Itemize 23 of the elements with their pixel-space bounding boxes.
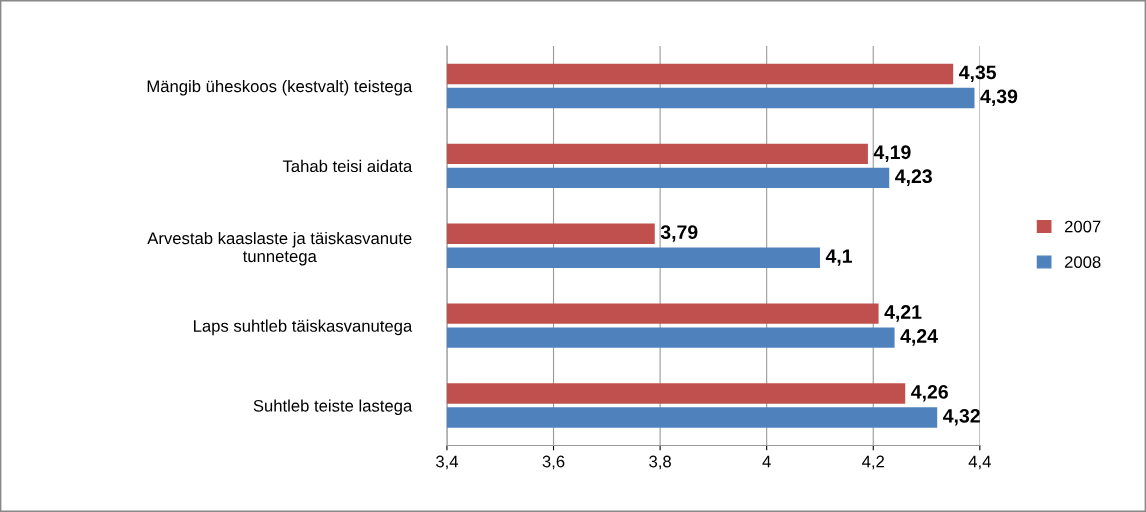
data-label: 4,26	[911, 384, 948, 402]
data-label: 4,32	[943, 408, 980, 426]
y-tick-label: Suhtleb teiste lastega	[253, 399, 413, 415]
legend-label: 2008	[1064, 256, 1101, 268]
data-label: 4,39	[980, 89, 1018, 107]
y-tick-label: Mängib üheskoos (kestvalt) teistega	[147, 79, 413, 96]
y-tick-label: Tahab teisi aidata	[282, 159, 413, 173]
x-tick-label: 4	[762, 455, 771, 468]
x-tick-label: 3,8	[649, 455, 671, 470]
x-tick-label: 3,4	[435, 455, 459, 470]
data-label: 4,1	[825, 249, 853, 266]
y-tick-label: Arvestab kaaslaste ja täiskasvanute tunnetega	[147, 231, 412, 266]
data-label: 4,24	[900, 329, 938, 346]
x-tick-label: 4,2	[862, 455, 884, 470]
y-tick-label: Laps suhtleb täiskasvanutega	[194, 319, 413, 336]
data-label: 4,35	[959, 65, 997, 83]
legend-label: 2007	[1064, 220, 1101, 233]
data-label: 3,79	[660, 225, 698, 242]
data-label: 4,21	[884, 305, 922, 322]
x-tick-label: 4,4	[968, 455, 991, 470]
x-tick-label: 3,6	[542, 455, 565, 470]
data-label: 4,19	[873, 145, 911, 162]
data-label: 4,23	[895, 169, 932, 186]
